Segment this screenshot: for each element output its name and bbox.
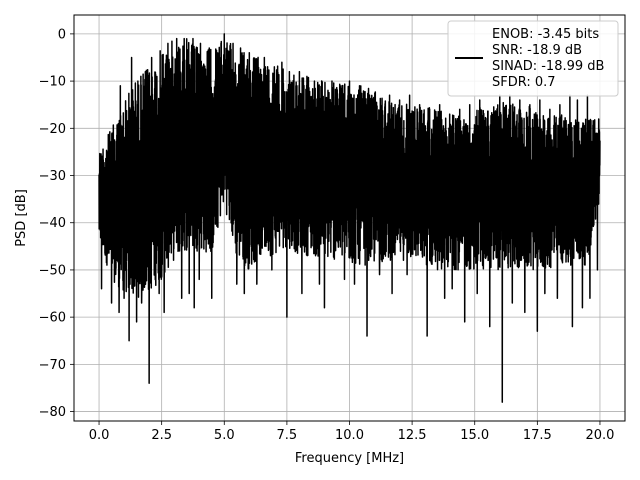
legend-line: SNR: -18.9 dB — [492, 43, 582, 58]
x-tick-label: 17.5 — [523, 428, 552, 443]
y-tick-label: −10 — [39, 75, 66, 90]
y-tick-label: −60 — [39, 311, 66, 326]
x-tick-label: 2.5 — [151, 428, 172, 443]
legend-line: SINAD: -18.99 dB — [492, 59, 604, 74]
y-tick-label: −20 — [39, 122, 66, 137]
legend-entry: ENOB: -3.45 bits SNR: -18.9 dB SINAD: -18.… — [492, 27, 604, 90]
y-tick-label: −40 — [39, 216, 66, 231]
legend-box — [447, 20, 619, 97]
x-tick-label: 10.0 — [335, 428, 364, 443]
legend-line: SFDR: 0.7 — [492, 75, 556, 90]
x-axis-label: Frequency [MHz] — [295, 451, 404, 466]
x-tick-label: 15.0 — [460, 428, 489, 443]
y-tick-label: −50 — [39, 263, 66, 278]
psd-series-line — [98, 33, 601, 403]
psd-trace — [98, 33, 601, 403]
y-tick-label: −70 — [39, 358, 66, 373]
legend-line: ENOB: -3.45 bits — [492, 27, 599, 42]
y-tick-label: −80 — [39, 405, 66, 420]
x-tick-label: 12.5 — [398, 428, 427, 443]
x-axis-ticks: 0.0 2.5 5.0 7.5 10.0 12.5 15.0 17.5 20.0 — [89, 421, 614, 443]
y-axis-ticks: 0 −10 −20 −30 −40 −50 −60 −70 −80 — [39, 27, 74, 420]
x-tick-label: 5.0 — [214, 428, 235, 443]
legend: ENOB: -3.45 bits SNR: -18.9 dB SINAD: -18.… — [447, 20, 619, 97]
y-tick-label: 0 — [58, 27, 66, 42]
x-tick-label: 0.0 — [89, 428, 110, 443]
x-tick-label: 7.5 — [277, 428, 298, 443]
y-tick-label: −30 — [39, 169, 66, 184]
x-tick-label: 20.0 — [585, 428, 614, 443]
y-axis-label: PSD [dB] — [14, 189, 29, 247]
